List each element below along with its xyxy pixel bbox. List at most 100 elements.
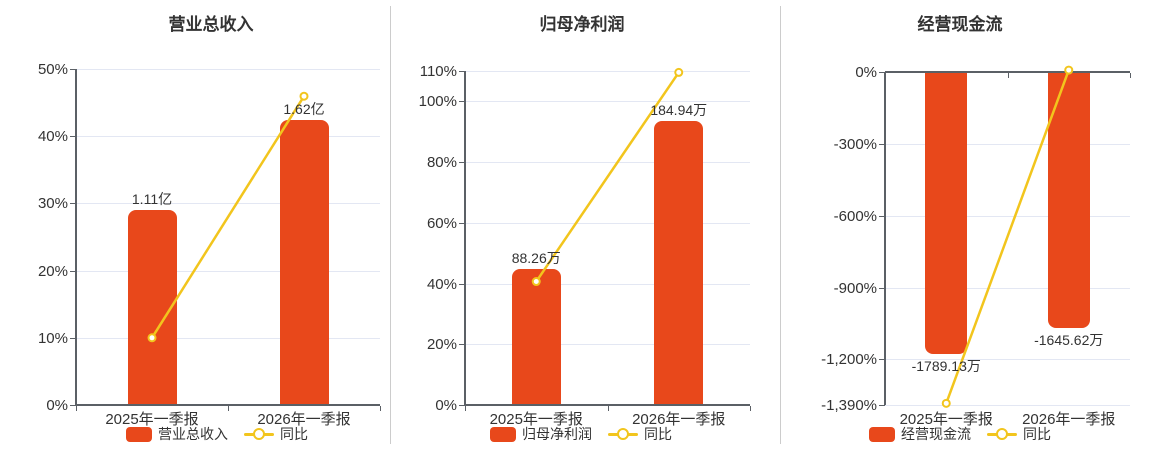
- gridline: [465, 344, 750, 346]
- x-category-label: 2025年一季报: [899, 411, 993, 428]
- y-tick-label: 110%: [419, 63, 457, 80]
- legend-label: 同比: [280, 426, 308, 442]
- legend-label: 经营现金流: [901, 426, 971, 442]
- x-axis-tick: [1007, 73, 1009, 78]
- zero-axis-line: [465, 404, 750, 406]
- line-point-marker[interactable]: [674, 67, 684, 77]
- x-axis-tick: [885, 73, 886, 78]
- chart-title-cash-flow: 经营现金流: [917, 15, 1003, 34]
- line-marker-ring-icon: [996, 428, 1008, 440]
- y-tick-label: 20%: [37, 262, 68, 280]
- y-tick-label: 40%: [37, 128, 68, 146]
- legend-revenue: 营业总收入 同比: [126, 424, 308, 444]
- line-series-swatch-icon: [987, 427, 1017, 442]
- y-tick-label: 0%: [855, 64, 877, 81]
- line-series-swatch-icon: [244, 427, 274, 442]
- y-axis-tick: [459, 344, 465, 346]
- y-axis-tick: [879, 215, 885, 217]
- gridline: [885, 287, 1130, 289]
- bar-series-swatch-icon: [126, 426, 152, 442]
- line-marker-ring-icon: [253, 428, 265, 440]
- legend-label: 营业总收入: [158, 426, 228, 442]
- legend-item-line-series[interactable]: 同比: [244, 424, 308, 444]
- x-category-label: 2025年一季报: [489, 411, 583, 428]
- bar-2025年一季报[interactable]: [925, 73, 968, 354]
- x-category-label: 2026年一季报: [632, 411, 726, 428]
- x-axis-tick: [465, 406, 466, 411]
- legend-item-bar-series[interactable]: 营业总收入: [126, 424, 228, 444]
- line-marker-ring-icon: [617, 428, 629, 440]
- y-axis-tick: [70, 337, 76, 339]
- y-tick-label: 20%: [426, 336, 457, 354]
- y-axis-tick: [70, 405, 76, 406]
- chart-title-net-profit: 归母净利润: [539, 15, 625, 34]
- bar-value-label: 1.11亿: [131, 191, 173, 208]
- y-axis-tick: [879, 287, 885, 289]
- y-axis-tick: [879, 143, 885, 145]
- bar-2026年一季报[interactable]: [1047, 73, 1090, 328]
- bar-series-swatch-icon: [869, 426, 895, 442]
- legend-label: 同比: [644, 426, 672, 442]
- gridline: [76, 136, 380, 138]
- gridline: [885, 405, 1130, 406]
- y-tick-label: 100%: [418, 93, 457, 111]
- legend-label: 同比: [1023, 426, 1051, 442]
- bar-2025年一季报[interactable]: [511, 268, 561, 405]
- y-tick-label: 0%: [435, 397, 457, 414]
- gridline: [76, 337, 380, 339]
- y-axis-tick: [459, 283, 465, 285]
- y-axis-tick: [879, 72, 885, 73]
- y-axis-line: [884, 72, 886, 405]
- gridline: [465, 283, 750, 285]
- y-axis-tick: [459, 101, 465, 103]
- chart-title-revenue: 营业总收入: [168, 15, 254, 34]
- x-axis-tick: [750, 406, 751, 411]
- x-category-label: 2025年一季报: [105, 411, 199, 428]
- x-axis-tick: [76, 406, 77, 411]
- y-tick-label: 80%: [426, 154, 457, 172]
- line-series-swatch-icon: [608, 427, 638, 442]
- gridline: [465, 71, 750, 72]
- y-axis-line: [464, 71, 466, 405]
- y-axis-line: [75, 69, 77, 405]
- y-axis-tick: [459, 162, 465, 164]
- gridline: [76, 270, 380, 272]
- y-tick-label: 0%: [46, 397, 68, 414]
- y-tick-label: -1,200%: [821, 351, 877, 369]
- gridline: [465, 222, 750, 224]
- x-category-label: 2026年一季报: [257, 411, 351, 428]
- bar-2026年一季报[interactable]: [279, 120, 329, 405]
- legend-label: 归母净利润: [522, 426, 592, 442]
- x-axis-tick: [380, 406, 381, 411]
- legend-item-line-series[interactable]: 同比: [987, 424, 1051, 444]
- y-axis-tick: [459, 71, 465, 72]
- bar-series-swatch-icon: [490, 426, 516, 442]
- x-axis-tick: [1130, 73, 1131, 78]
- x-category-label: 2026年一季报: [1022, 411, 1116, 428]
- legend-item-line-series[interactable]: 同比: [608, 424, 672, 444]
- legend-item-bar-series[interactable]: 归母净利润: [490, 424, 592, 444]
- gridline: [885, 215, 1130, 217]
- x-axis-tick: [607, 406, 609, 411]
- y-axis-tick: [459, 222, 465, 224]
- y-axis-tick: [459, 405, 465, 406]
- y-tick-label: 30%: [37, 195, 68, 213]
- bar-value-label: 88.26万: [511, 249, 561, 266]
- bar-value-label: 184.94万: [650, 102, 708, 119]
- y-tick-label: -1,390%: [821, 397, 877, 414]
- zero-axis-line: [76, 404, 380, 406]
- x-axis-tick: [228, 406, 229, 411]
- y-tick-label: -600%: [833, 207, 877, 225]
- legend-cash-flow: 经营现金流 同比: [869, 424, 1051, 444]
- panel-divider: [780, 6, 781, 444]
- y-tick-label: 40%: [426, 275, 457, 293]
- gridline: [885, 143, 1130, 145]
- y-tick-label: -900%: [833, 279, 877, 297]
- bar-value-label: -1645.62万: [1034, 331, 1104, 348]
- y-tick-label: -300%: [833, 135, 877, 153]
- bar-value-label: -1789.13万: [911, 357, 981, 374]
- bar-2025年一季报[interactable]: [127, 210, 177, 405]
- bar-2026年一季报[interactable]: [654, 121, 704, 405]
- legend-item-bar-series[interactable]: 经营现金流: [869, 424, 971, 444]
